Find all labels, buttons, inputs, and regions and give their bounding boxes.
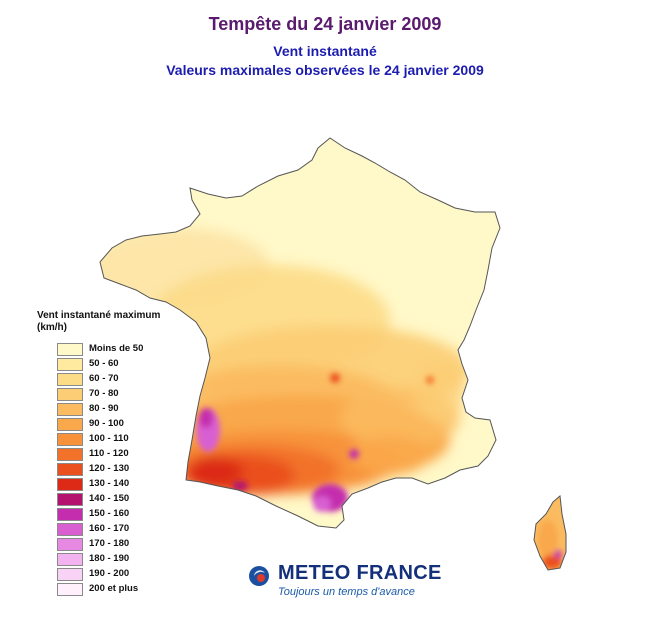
legend-label: 110 - 120 [89,448,129,459]
legend-label: 50 - 60 [89,358,119,369]
legend-swatch [57,448,83,461]
legend-swatch [57,568,83,581]
legend-label: 170 - 180 [89,538,130,549]
legend-label: 130 - 140 [89,478,130,489]
legend-label: 180 - 190 [89,553,130,564]
legend-label: 90 - 100 [89,418,124,429]
legend-label: 60 - 70 [89,373,119,384]
legend-swatch [57,388,83,401]
legend-swatch [57,463,83,476]
legend-label: 160 - 170 [89,523,130,534]
legend-label: 120 - 130 [89,463,130,474]
legend-swatch [57,343,83,356]
legend-swatch [57,583,83,596]
legend-swatch [57,508,83,521]
legend-swatch [57,523,83,536]
legend-swatch [57,538,83,551]
legend-swatch [57,373,83,386]
legend-label: 140 - 150 [89,493,130,504]
legend-title: Vent instantané maximum (km/h) [37,310,161,333]
legend-swatch [57,418,83,431]
legend-swatch [57,403,83,416]
legend-label: 70 - 80 [89,388,119,399]
legend-swatch [57,358,83,371]
legend-swatch [57,433,83,446]
logo-name: METEO FRANCE [278,562,442,584]
map-title: Tempête du 24 janvier 2009 [208,14,442,34]
legend-label: Moins de 50 [89,343,144,354]
map-subtitle-line1: Vent instantané [273,43,377,59]
legend-label: 100 - 110 [89,433,129,444]
legend-label: 190 - 200 [89,568,130,579]
map-subtitle-line2: Valeurs maximales observées le 24 janvie… [166,62,484,78]
meteo-france-logo: METEO FRANCE Toujours un temps d'avance [240,556,441,606]
legend-swatch [57,478,83,491]
logo-globe-icon [249,566,269,586]
legend-label: 150 - 160 [89,508,130,519]
legend-label: 80 - 90 [89,403,119,414]
legend-swatch [57,553,83,566]
legend-swatch [57,493,83,506]
legend-label: 200 et plus [89,583,139,594]
logo-tagline: Toujours un temps d'avance [278,586,415,598]
